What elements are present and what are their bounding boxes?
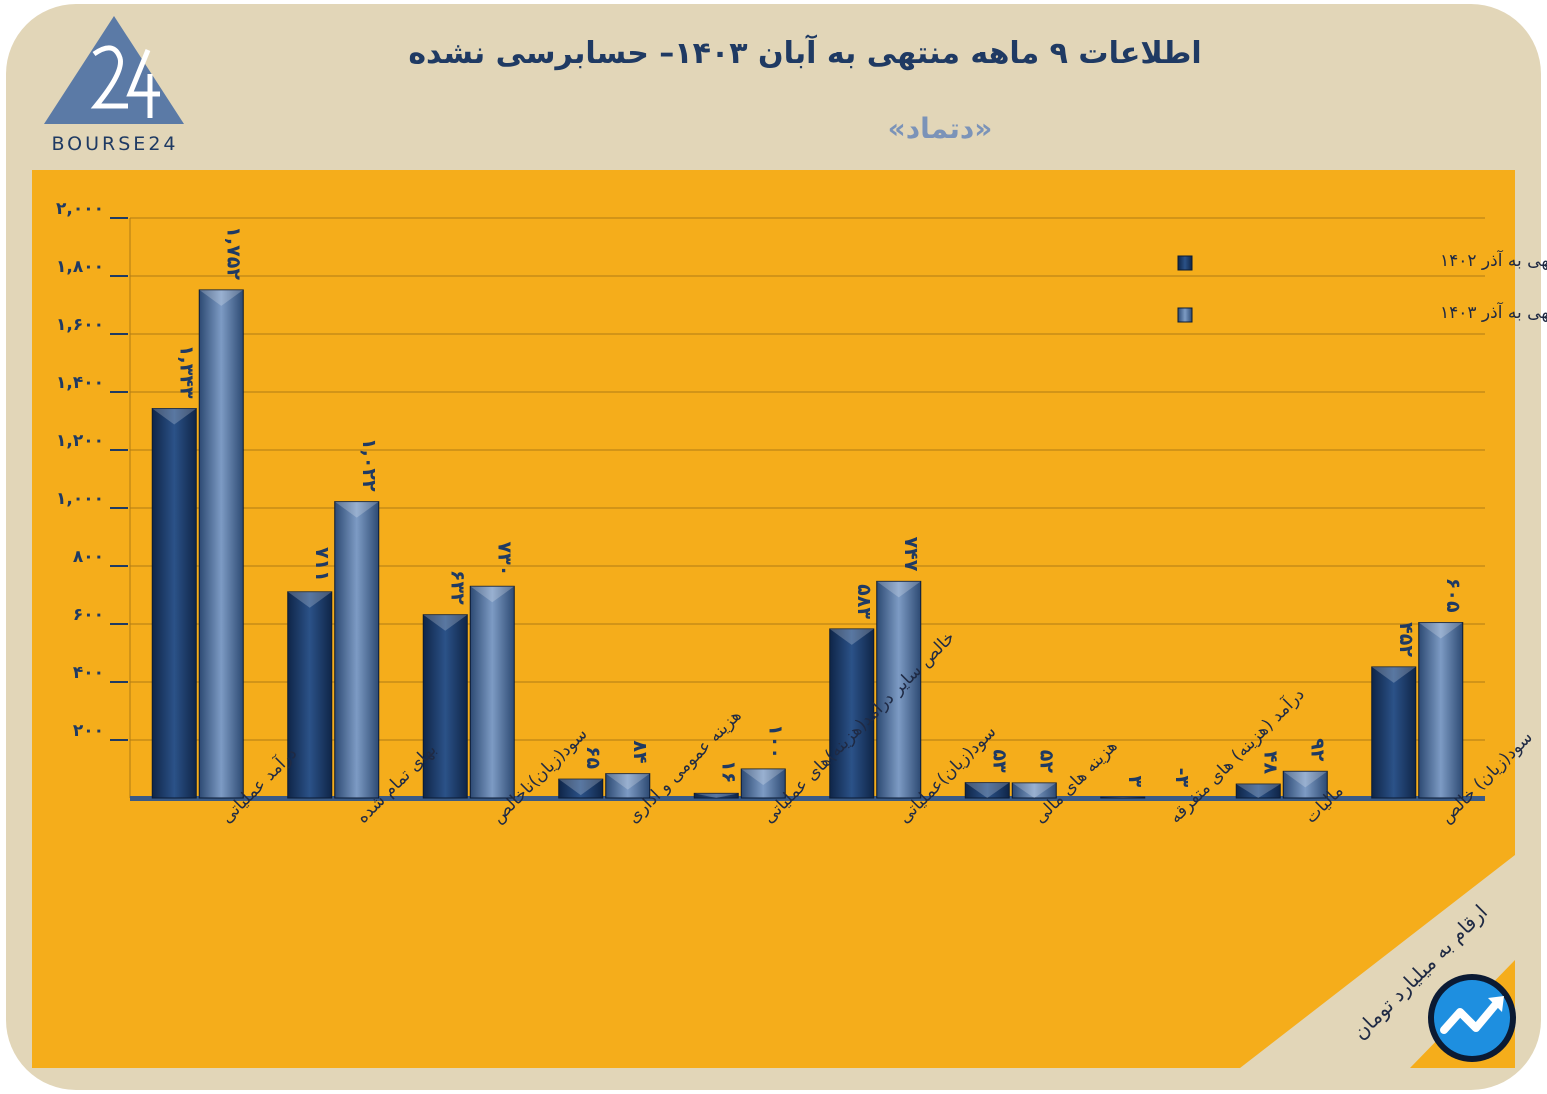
value-label: ۱۰۰ — [764, 724, 786, 759]
bar-cap-highlight — [1371, 666, 1416, 683]
value-label: ۱,۷۵۲ — [222, 226, 244, 280]
bar-cap-highlight — [741, 769, 786, 785]
value-label: ۷۴۷ — [900, 537, 922, 572]
bar-cap-highlight — [829, 628, 874, 645]
value-label: ۴۸ — [1259, 751, 1281, 775]
value-label: ۵۸۳ — [853, 584, 875, 619]
bar-cap-highlight — [334, 501, 379, 518]
bar-1402 — [287, 591, 333, 799]
value-label: ۷۱۱ — [311, 547, 333, 582]
bar-cap-highlight — [605, 773, 650, 790]
legend-label: عملکرد منتهی به آذر ۱۴۰۳ — [1440, 301, 1547, 323]
bar-cap-highlight — [1418, 622, 1463, 639]
bar-1402 — [964, 782, 1010, 799]
brand-icon-arrow-head — [1488, 996, 1504, 1012]
y-tick-label: ۱,۴۰۰ — [56, 373, 104, 393]
bar-1403 — [605, 773, 651, 799]
grid-layer: ۲۰۰ ۴۰۰ ۶۰۰ ۸۰۰ ۱,۰۰۰ ۱,۲۰۰ ۱,۴۰۰ ۱,۶۰۰ ۱,۸۰۰ ۲,۰… — [56, 199, 1485, 801]
y-tick-label: ۲۰۰ — [73, 721, 104, 741]
bar-1403 — [1418, 622, 1464, 799]
bar-1403 — [740, 768, 786, 799]
logo-digit-4-icon — [126, 49, 160, 118]
bars-layer — [151, 289, 1464, 799]
bar-1402 — [829, 628, 875, 799]
value-label: ۶۰۵ — [1442, 578, 1464, 613]
bar-1403 — [198, 289, 244, 799]
bar-1402 — [1371, 666, 1417, 799]
bar-cap-highlight — [1283, 771, 1328, 788]
bar-1402 — [693, 792, 739, 799]
y-tick-label: ۱,۰۰۰ — [56, 489, 104, 509]
legend: عملکرد منتهی به آذر ۱۴۰۲ عملکرد منتهی به … — [1177, 249, 1547, 323]
bar-cap-highlight — [558, 779, 603, 796]
value-label: ۶۵ — [582, 746, 604, 770]
chart-panel — [32, 170, 1515, 1068]
bar-1402 — [1235, 783, 1281, 799]
y-tick-label: ۱,۶۰۰ — [56, 315, 104, 335]
bar-cap-highlight — [470, 586, 515, 603]
value-label: ۸۴ — [629, 740, 651, 763]
bar-cap-highlight — [1100, 797, 1145, 798]
y-tick-label: ۱,۸۰۰ — [56, 257, 104, 277]
chart-title: اطلاعات ۹ ماهه منتهی به آبان ۱۴۰۳– حسابر… — [408, 36, 1202, 71]
bar-cap-highlight — [694, 793, 739, 798]
y-tick-label: ۶۰۰ — [73, 605, 104, 625]
value-label: ۷۳۰ — [493, 542, 515, 577]
legend-label: عملکرد منتهی به آذر ۱۴۰۲ — [1440, 249, 1547, 271]
value-label: ۵۳ — [988, 749, 1010, 773]
legend-swatch — [1177, 255, 1193, 271]
value-label: ۴۵۲ — [1395, 622, 1417, 657]
brand-icon-disc — [1434, 980, 1510, 1056]
brand-trend-icon — [1428, 974, 1516, 1062]
value-label: ۹۲ — [1306, 738, 1328, 762]
bar-1403 — [876, 580, 922, 799]
bar-cap-highlight — [287, 591, 332, 608]
x-axis-baseline — [130, 796, 1485, 801]
bar-1403 — [1282, 770, 1328, 799]
bar-cap-highlight — [1012, 782, 1057, 798]
bar-1402 — [151, 408, 197, 799]
value-label: ۳ — [1124, 776, 1146, 788]
value-label: ۶۳۲ — [446, 570, 468, 605]
category-label: درآمد (هزینه) های متفرقه — [1164, 683, 1308, 827]
bar-1402 — [558, 778, 604, 799]
logo-digit-2-icon — [90, 45, 128, 109]
value-label: -۳ — [1171, 768, 1193, 788]
legend-item-1403: عملکرد منتهی به آذر ۱۴۰۳ — [1177, 301, 1547, 323]
y-tick-label: ۴۰۰ — [73, 663, 104, 683]
logo-text: BOURSE24 — [51, 133, 179, 155]
bar-cap-highlight — [965, 782, 1010, 798]
legend-item-1402: عملکرد منتهی به آذر ۱۴۰۲ — [1177, 249, 1547, 271]
chart-subtitle: «دتماد» — [887, 112, 993, 145]
bar-cap-highlight — [199, 289, 244, 306]
value-label: ۱۶ — [717, 760, 739, 783]
bar-1403 — [469, 585, 515, 799]
y-tick-label: ۲,۰۰۰ — [56, 199, 104, 219]
bar-cap-highlight — [423, 614, 468, 631]
bar-1403 — [1011, 782, 1057, 799]
y-tick-label: ۸۰۰ — [73, 547, 104, 567]
value-label: ۱,۳۴۳ — [175, 345, 197, 399]
bar-cap-highlight — [152, 408, 197, 425]
brand-icon-arrow-line — [1440, 1000, 1500, 1034]
y-tick-label: ۱,۲۰۰ — [56, 431, 104, 451]
value-label: ۵۲ — [1035, 750, 1057, 774]
value-label: ۱,۰۲۲ — [358, 438, 380, 492]
bar-cap-highlight — [876, 581, 921, 598]
bar-1402 — [1100, 796, 1146, 799]
bar-1402 — [422, 614, 468, 799]
legend-swatch — [1177, 307, 1193, 323]
bourse24-logo — [44, 16, 184, 124]
bar-1403 — [334, 501, 380, 799]
bar-cap-highlight — [1236, 784, 1281, 798]
